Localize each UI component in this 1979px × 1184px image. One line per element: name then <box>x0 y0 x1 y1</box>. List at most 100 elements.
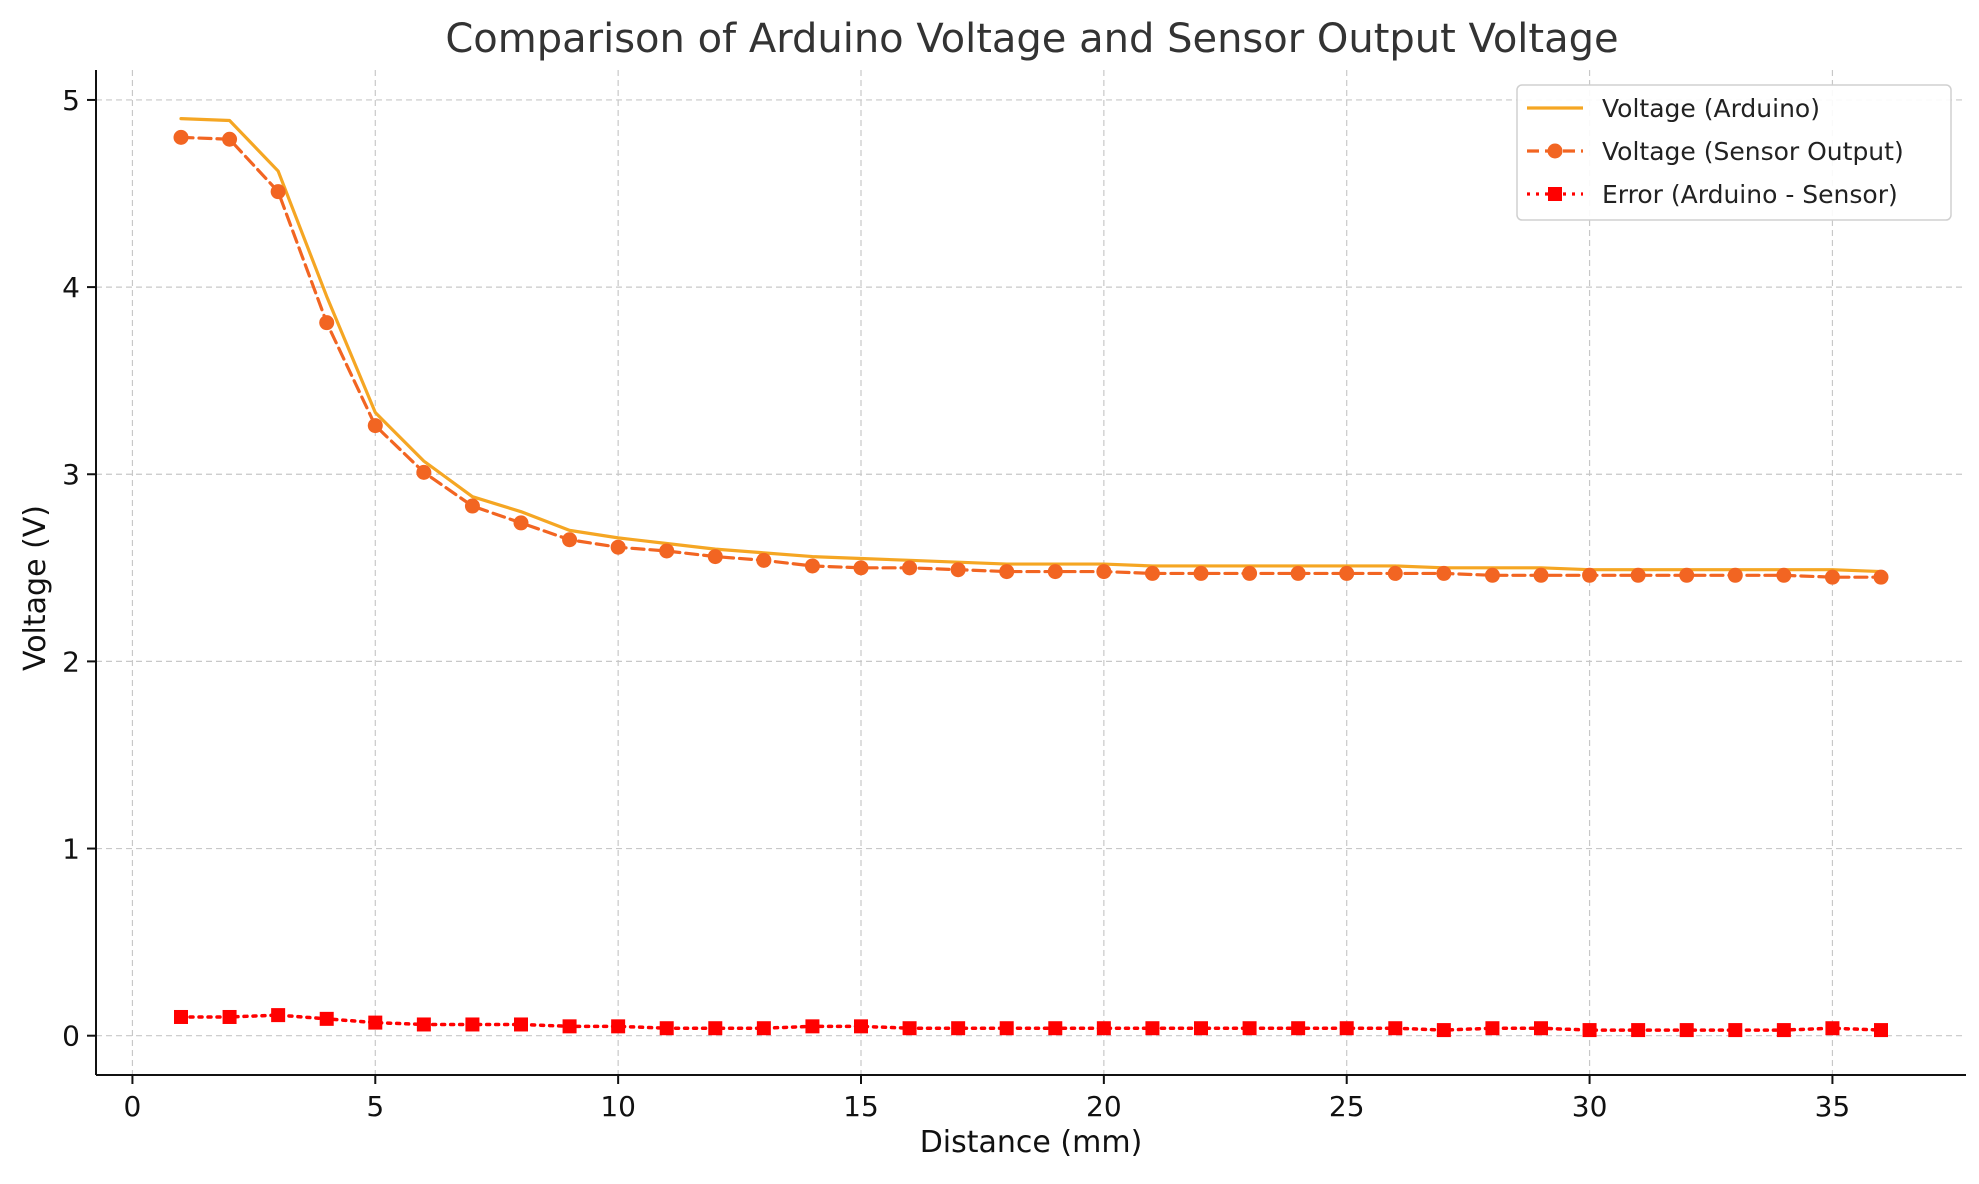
legend-swatch-marker <box>1548 187 1562 201</box>
data-point <box>902 1021 917 1036</box>
data-point <box>1047 564 1063 580</box>
data-point <box>610 539 626 555</box>
y-tick-label: 0 <box>62 1020 80 1053</box>
data-point <box>804 558 820 574</box>
y-axis-label: Voltage (V) <box>18 505 53 671</box>
data-point <box>1242 565 1258 581</box>
data-point <box>1776 567 1792 583</box>
data-point <box>1582 1023 1597 1038</box>
data-point <box>319 315 335 331</box>
data-point <box>1339 1021 1354 1036</box>
data-point <box>1436 1023 1451 1038</box>
y-tick-label: 5 <box>62 84 80 117</box>
data-point <box>708 1021 723 1036</box>
legend-box <box>1516 84 1952 221</box>
y-tick-label: 2 <box>62 645 80 678</box>
data-point <box>271 1008 286 1023</box>
data-point <box>270 184 286 200</box>
legend-label: Voltage (Sensor Output) <box>1602 137 1904 166</box>
data-point <box>854 1019 868 1034</box>
x-tick-label: 35 <box>1815 1090 1851 1123</box>
data-point <box>1290 565 1306 581</box>
data-point <box>1534 1021 1548 1036</box>
data-point <box>1388 1021 1403 1036</box>
data-point <box>513 515 529 531</box>
series-line <box>179 117 1883 574</box>
data-point <box>562 1019 577 1034</box>
data-point <box>1096 564 1112 580</box>
legend-label: Voltage (Arduino) <box>1602 94 1820 123</box>
data-point <box>1387 565 1403 581</box>
data-point <box>1533 567 1549 583</box>
axes: 0 5 10 15 20 25 30 35 0 1 2 3 4 5 <box>62 70 1966 1123</box>
data-point <box>368 1015 383 1030</box>
data-point <box>1728 1023 1743 1038</box>
series-1 <box>173 129 1889 585</box>
data-point <box>1436 565 1452 581</box>
data-point <box>173 129 189 145</box>
data-point <box>1194 1021 1208 1036</box>
y-tick-label: 3 <box>62 458 80 491</box>
data-point <box>805 1019 820 1034</box>
data-point <box>756 552 772 568</box>
data-point <box>514 1017 528 1032</box>
x-tick-label: 20 <box>1086 1090 1122 1123</box>
data-point <box>1242 1021 1257 1036</box>
data-point <box>465 1017 480 1032</box>
data-point <box>950 562 966 578</box>
series-line <box>179 135 1883 579</box>
data-point <box>222 1009 237 1024</box>
data-point <box>1630 567 1646 583</box>
data-point <box>902 560 918 576</box>
legend-item: Error (Arduino - Sensor) <box>1527 180 1898 209</box>
series-2 <box>174 1008 1888 1038</box>
x-tick-label: 25 <box>1329 1090 1365 1123</box>
data-point <box>464 498 480 514</box>
data-point <box>1484 567 1500 583</box>
data-point <box>1873 569 1889 585</box>
series-0 <box>179 117 1883 574</box>
data-point <box>756 1021 771 1036</box>
data-point <box>659 543 675 559</box>
data-point <box>562 532 578 548</box>
x-tick-label: 30 <box>1572 1090 1608 1123</box>
x-tick-label: 10 <box>600 1090 636 1123</box>
series-line <box>179 1013 1883 1032</box>
data-point <box>1145 1021 1160 1036</box>
y-tick-label: 4 <box>62 271 80 304</box>
data-point <box>1824 569 1840 585</box>
legend-swatch-marker <box>1547 143 1563 159</box>
x-tick-label: 15 <box>843 1090 879 1123</box>
data-point <box>853 560 869 576</box>
legend-label: Error (Arduino - Sensor) <box>1602 180 1898 209</box>
x-axis-label: Distance (mm) <box>920 1125 1143 1160</box>
data-point <box>1096 1021 1111 1036</box>
data-point <box>1727 567 1743 583</box>
data-point <box>222 131 238 147</box>
x-tick-label: 5 <box>366 1090 384 1123</box>
data-point <box>319 1011 334 1026</box>
data-point <box>1193 565 1209 581</box>
data-point <box>174 1009 188 1024</box>
data-point <box>1144 565 1160 581</box>
data-point <box>999 1021 1014 1036</box>
data-point <box>1825 1021 1840 1036</box>
data-point <box>367 418 383 434</box>
series-layer <box>173 117 1889 1038</box>
data-point <box>416 1017 431 1032</box>
data-point <box>659 1021 674 1036</box>
data-point <box>1679 567 1695 583</box>
data-point <box>1874 1023 1888 1038</box>
y-tick-label: 1 <box>62 833 80 866</box>
data-point <box>999 564 1015 580</box>
legend-item: Voltage (Sensor Output) <box>1527 137 1904 166</box>
data-point <box>1339 565 1355 581</box>
data-point <box>707 549 723 565</box>
chart-title: Comparison of Arduino Voltage and Sensor… <box>445 16 1618 62</box>
data-point <box>1291 1021 1306 1036</box>
data-point <box>1776 1023 1791 1038</box>
legend-item: Voltage (Arduino) <box>1527 94 1820 123</box>
data-point <box>1485 1021 1500 1036</box>
